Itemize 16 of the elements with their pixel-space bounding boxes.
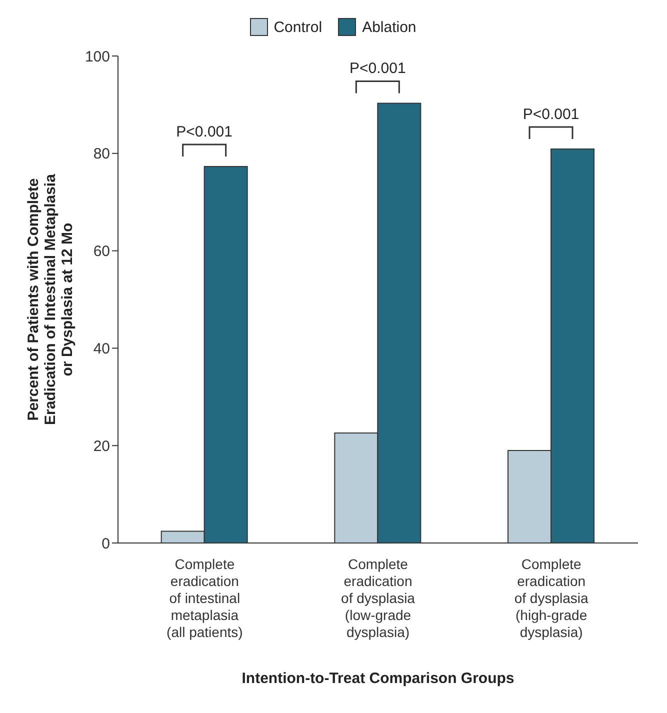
y-axis-title: Percent of Patients with Complete Eradication of Intestinal Metaplasia or Dysplasia at 12 Mo bbox=[25, 173, 76, 425]
legend-label: Ablation bbox=[362, 18, 416, 36]
annotation: P<0.001 bbox=[176, 124, 232, 141]
y-tick-label: 40 bbox=[93, 340, 110, 358]
y-tick-label: 80 bbox=[93, 146, 110, 163]
x-tick-label: Complete eradication of intestinal metaplasia (all patients) bbox=[166, 556, 243, 640]
y-tick-label: 0 bbox=[102, 535, 110, 552]
x-tick-label: Complete eradication of dysplasia (high-grade dysplasia) bbox=[514, 556, 589, 640]
legend-label: Control bbox=[274, 18, 322, 36]
annotation: P<0.001 bbox=[350, 60, 406, 78]
y-tick-label: 20 bbox=[93, 438, 110, 455]
y-tick-label: 60 bbox=[93, 243, 110, 260]
x-tick-label: Complete eradication of dysplasia (low-grade dysplasia) bbox=[341, 556, 416, 640]
x-axis-title: Intention-to-Treat Comparison Groups bbox=[242, 670, 514, 687]
y-tick-label: 100 bbox=[84, 48, 110, 66]
annotation: P<0.001 bbox=[522, 106, 580, 124]
